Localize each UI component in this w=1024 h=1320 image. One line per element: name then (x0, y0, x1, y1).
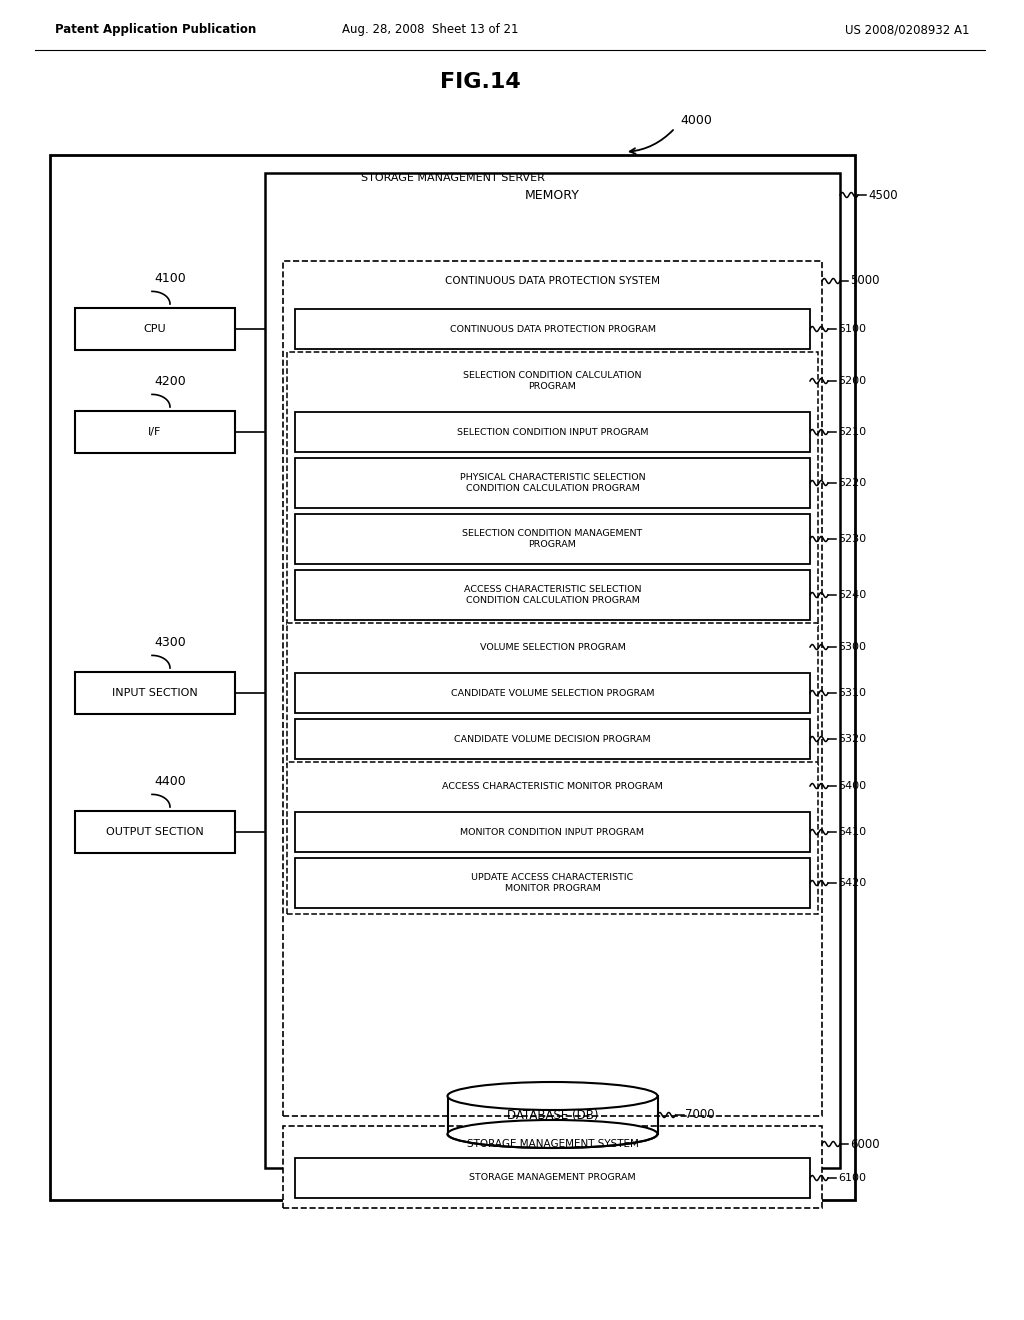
Text: OUTPUT SECTION: OUTPUT SECTION (106, 828, 204, 837)
Text: CANDIDATE VOLUME SELECTION PROGRAM: CANDIDATE VOLUME SELECTION PROGRAM (451, 689, 654, 697)
Text: DATABASE (DB): DATABASE (DB) (507, 1109, 598, 1122)
Text: 5200: 5200 (838, 376, 866, 385)
Bar (295, 673, 810, 713)
Bar (295, 513, 810, 564)
Text: Aug. 28, 2008  Sheet 13 of 21: Aug. 28, 2008 Sheet 13 of 21 (342, 24, 518, 37)
Bar (283, 261, 822, 1115)
Text: 4100: 4100 (155, 272, 186, 285)
Bar (295, 812, 810, 851)
Bar (295, 309, 810, 348)
Bar (287, 352, 818, 626)
Text: 7000: 7000 (685, 1109, 715, 1122)
Bar (295, 458, 810, 508)
Text: CPU: CPU (143, 323, 166, 334)
Text: PHYSICAL CHARACTERISTIC SELECTION
CONDITION CALCULATION PROGRAM: PHYSICAL CHARACTERISTIC SELECTION CONDIT… (460, 474, 645, 492)
Text: 4200: 4200 (155, 375, 186, 388)
Text: 6000: 6000 (850, 1138, 880, 1151)
Text: FIG.14: FIG.14 (439, 73, 520, 92)
Text: 5400: 5400 (838, 781, 866, 791)
Text: 5220: 5220 (838, 478, 866, 488)
Text: 4400: 4400 (155, 775, 186, 788)
Text: 5300: 5300 (838, 642, 866, 652)
Ellipse shape (447, 1082, 657, 1110)
Text: 5310: 5310 (838, 688, 866, 698)
Bar (287, 762, 818, 913)
Bar (265, 173, 840, 1168)
Text: 5100: 5100 (838, 323, 866, 334)
Text: 5320: 5320 (838, 734, 866, 744)
Text: 5210: 5210 (838, 426, 866, 437)
Bar (287, 623, 818, 766)
Bar (295, 412, 810, 451)
Bar (75, 672, 234, 714)
Text: SELECTION CONDITION INPUT PROGRAM: SELECTION CONDITION INPUT PROGRAM (457, 428, 648, 437)
Text: 5410: 5410 (838, 828, 866, 837)
Text: CONTINUOUS DATA PROTECTION PROGRAM: CONTINUOUS DATA PROTECTION PROGRAM (450, 325, 655, 334)
Text: ACCESS CHARACTERISTIC MONITOR PROGRAM: ACCESS CHARACTERISTIC MONITOR PROGRAM (442, 781, 663, 791)
Bar (295, 1158, 810, 1199)
Text: VOLUME SELECTION PROGRAM: VOLUME SELECTION PROGRAM (479, 643, 626, 652)
Text: CANDIDATE VOLUME DECISION PROGRAM: CANDIDATE VOLUME DECISION PROGRAM (455, 734, 651, 743)
Text: ACCESS CHARACTERISTIC SELECTION
CONDITION CALCULATION PROGRAM: ACCESS CHARACTERISTIC SELECTION CONDITIO… (464, 585, 641, 605)
Text: STORAGE MANAGEMENT SERVER: STORAGE MANAGEMENT SERVER (360, 173, 545, 183)
Text: MONITOR CONDITION INPUT PROGRAM: MONITOR CONDITION INPUT PROGRAM (461, 828, 644, 837)
Bar (75, 810, 234, 853)
Text: 5420: 5420 (838, 878, 866, 888)
Bar (295, 858, 810, 908)
Text: 4300: 4300 (155, 635, 186, 648)
Text: INPUT SECTION: INPUT SECTION (112, 688, 198, 698)
Ellipse shape (447, 1119, 657, 1148)
Text: UPDATE ACCESS CHARACTERISTIC
MONITOR PROGRAM: UPDATE ACCESS CHARACTERISTIC MONITOR PRO… (471, 874, 634, 892)
Bar (75, 308, 234, 350)
Text: I/F: I/F (148, 426, 162, 437)
Bar (295, 719, 810, 759)
Text: US 2008/0208932 A1: US 2008/0208932 A1 (846, 24, 970, 37)
Text: 5000: 5000 (850, 275, 880, 288)
Bar (283, 1126, 822, 1208)
Bar (295, 570, 810, 620)
Bar (50, 154, 855, 1200)
Text: STORAGE MANAGEMENT SYSTEM: STORAGE MANAGEMENT SYSTEM (467, 1139, 638, 1148)
Text: MEMORY: MEMORY (525, 189, 580, 202)
Text: 4500: 4500 (868, 189, 898, 202)
Text: SELECTION CONDITION CALCULATION
PROGRAM: SELECTION CONDITION CALCULATION PROGRAM (463, 371, 642, 391)
Text: SELECTION CONDITION MANAGEMENT
PROGRAM: SELECTION CONDITION MANAGEMENT PROGRAM (463, 529, 643, 549)
Text: 4000: 4000 (680, 114, 712, 127)
Text: Patent Application Publication: Patent Application Publication (55, 24, 256, 37)
Text: 5230: 5230 (838, 535, 866, 544)
Text: 5240: 5240 (838, 590, 866, 601)
Text: CONTINUOUS DATA PROTECTION SYSTEM: CONTINUOUS DATA PROTECTION SYSTEM (445, 276, 660, 286)
Bar (75, 411, 234, 453)
Text: 6100: 6100 (838, 1173, 866, 1183)
Text: STORAGE MANAGEMENT PROGRAM: STORAGE MANAGEMENT PROGRAM (469, 1173, 636, 1183)
